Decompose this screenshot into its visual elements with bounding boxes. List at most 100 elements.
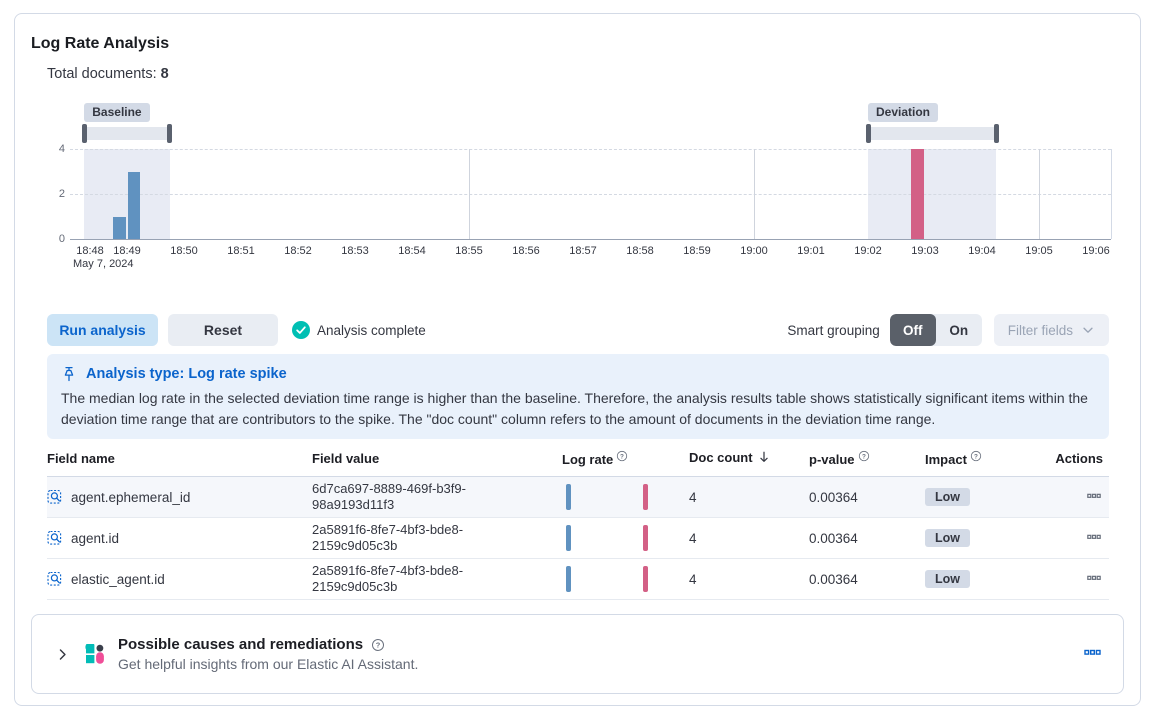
sparkline-deviation-bar: [643, 525, 648, 551]
possible-causes-accordion[interactable]: Possible causes and remediations ? Get h…: [31, 614, 1124, 694]
accordion-text: Possible causes and remediations ? Get h…: [118, 636, 1082, 672]
impact-badge: Low: [925, 529, 970, 547]
doc-count-bar: [127, 171, 140, 239]
reset-button[interactable]: Reset: [168, 314, 278, 346]
x-axis-tick-label: 18:54: [398, 245, 426, 257]
sparkline-baseline-bar: [566, 484, 571, 510]
controls-bar: Run analysis Reset Analysis complete Sma…: [47, 314, 1109, 346]
p-value: 0.00364: [809, 476, 925, 518]
total-documents-value: 8: [160, 66, 169, 82]
y-axis-tick-label: 4: [58, 143, 65, 155]
log-rate-sparkline: [562, 523, 662, 553]
sparkline-deviation-bar: [643, 566, 648, 592]
x-axis-tick-label: 18:58: [626, 245, 654, 257]
log-rate-sparkline: [562, 564, 662, 594]
smart-grouping-off-button[interactable]: Off: [889, 314, 936, 346]
question-in-circle-icon: ?: [616, 450, 628, 465]
y-gridline: [70, 194, 1111, 195]
doc-count-bar: [911, 149, 924, 239]
sparkline-deviation-bar: [643, 484, 648, 510]
x-axis-tick-label: 18:48: [76, 245, 104, 257]
svg-text:?: ?: [862, 453, 866, 460]
x-axis-tick-label: 19:03: [911, 245, 939, 257]
header-doc-count[interactable]: Doc count: [689, 445, 809, 477]
chevron-right-icon[interactable]: [56, 648, 69, 661]
p-value: 0.00364: [809, 558, 925, 600]
baseline-brush-track[interactable]: [84, 127, 170, 140]
run-analysis-button[interactable]: Run analysis: [47, 314, 158, 346]
header-impact: Impact?: [925, 445, 1037, 477]
log-rate-sparkline: [562, 482, 662, 512]
question-in-circle-icon: ?: [371, 638, 385, 652]
x-axis-tick-label: 18:50: [170, 245, 198, 257]
sparkline-baseline-bar: [566, 566, 571, 592]
deviation-badge: Deviation: [868, 103, 939, 122]
row-actions-menu-icon[interactable]: [1085, 569, 1103, 590]
row-actions-menu-icon[interactable]: [1085, 528, 1103, 549]
callout-body: The median log rate in the selected devi…: [61, 390, 1088, 427]
header-log-rate: Log rate?: [562, 445, 689, 477]
page-title: Log Rate Analysis: [31, 35, 170, 52]
field-filter-icon[interactable]: [47, 489, 63, 505]
impact-badge: Low: [925, 570, 970, 588]
right-controls: Smart grouping Off On Filter fields: [787, 314, 1109, 346]
total-documents: Total documents: 8: [47, 66, 1124, 82]
header-actions: Actions: [1037, 445, 1109, 477]
deviation-brush-track[interactable]: [868, 127, 997, 140]
total-documents-label: Total documents:: [47, 66, 157, 82]
table-row: elastic_agent.id 2a5891f6-8fe7-4bf3-bde8-…: [47, 558, 1109, 600]
analysis-status: Analysis complete: [292, 321, 426, 339]
field-name: elastic_agent.id: [71, 571, 165, 587]
sparkline-baseline-bar: [566, 525, 571, 551]
x-axis-tick-label: 18:55: [455, 245, 483, 257]
deviation-brush-handle-right[interactable]: [993, 124, 999, 143]
x-axis-tick-label: 18:57: [569, 245, 597, 257]
y-axis-tick-label: 2: [58, 188, 65, 200]
callout-title-row: Analysis type: Log rate spike: [61, 364, 1095, 384]
x-axis-tick-label: 18:49: [113, 245, 141, 257]
question-in-circle-icon: ?: [970, 450, 982, 465]
header-p-value: p-value?: [809, 445, 925, 477]
svg-text:?: ?: [974, 453, 978, 460]
x-axis-tick-label: 19:02: [854, 245, 882, 257]
svg-text:?: ?: [620, 453, 624, 460]
baseline-badge: Baseline: [84, 103, 150, 122]
assistant-actions-menu-icon[interactable]: [1082, 642, 1103, 666]
doc-count-value: 4: [689, 476, 809, 518]
x-axis-tick-label: 19:05: [1025, 245, 1053, 257]
x-axis-tick-label: 18:51: [227, 245, 255, 257]
impact-badge: Low: [925, 488, 970, 506]
field-value: 6d7ca697-8889-469f-b3f9-98a9193d11f3: [312, 481, 466, 512]
field-name: agent.ephemeral_id: [71, 489, 191, 505]
row-actions-menu-icon[interactable]: [1085, 487, 1103, 508]
header-field-name: Field name: [47, 445, 312, 477]
doc-count-value: 4: [689, 517, 809, 559]
field-name: agent.id: [71, 530, 120, 546]
smart-grouping-label: Smart grouping: [787, 322, 880, 338]
x-axis-tick-label: 18:59: [683, 245, 711, 257]
field-filter-icon[interactable]: [47, 530, 63, 546]
smart-grouping-toggle: Off On: [889, 314, 982, 346]
svg-text:?: ?: [376, 640, 381, 649]
elastic-ai-assistant-icon: [85, 644, 105, 664]
sort-desc-icon: [757, 451, 771, 467]
x-axis-tick-label: 19:01: [797, 245, 825, 257]
filter-fields-button[interactable]: Filter fields: [993, 314, 1109, 346]
chevron-down-icon: [1081, 323, 1095, 337]
document-count-chart[interactable]: Baseline Deviation 0 2 4 18:48 18:49 18:50 18:51…: [31, 96, 1124, 274]
check-circle-icon: [292, 321, 310, 339]
field-value: 2a5891f6-8fe7-4bf3-bde8-2159c9d05c3b: [312, 522, 464, 553]
possible-causes-subtitle: Get helpful insights from our Elastic AI…: [118, 656, 419, 672]
field-filter-icon[interactable]: [47, 571, 63, 587]
x-axis-tick-label: 18:53: [341, 245, 369, 257]
baseline-brush-handle-right[interactable]: [167, 124, 173, 143]
x-axis-tick-label: 19:00: [740, 245, 768, 257]
x-axis-tick-label: 19:06: [1082, 245, 1110, 257]
log-rate-analysis-panel: Log Rate Analysis Total documents: 8 Bas…: [14, 13, 1141, 706]
baseline-brush-handle-left[interactable]: [81, 124, 87, 143]
field-value: 2a5891f6-8fe7-4bf3-bde8-2159c9d05c3b: [312, 563, 464, 594]
x-axis-tick-label: 18:52: [284, 245, 312, 257]
deviation-brush-handle-left[interactable]: [865, 124, 871, 143]
smart-grouping-on-button[interactable]: On: [936, 314, 982, 346]
analysis-type-callout: Analysis type: Log rate spike The median…: [47, 354, 1109, 439]
